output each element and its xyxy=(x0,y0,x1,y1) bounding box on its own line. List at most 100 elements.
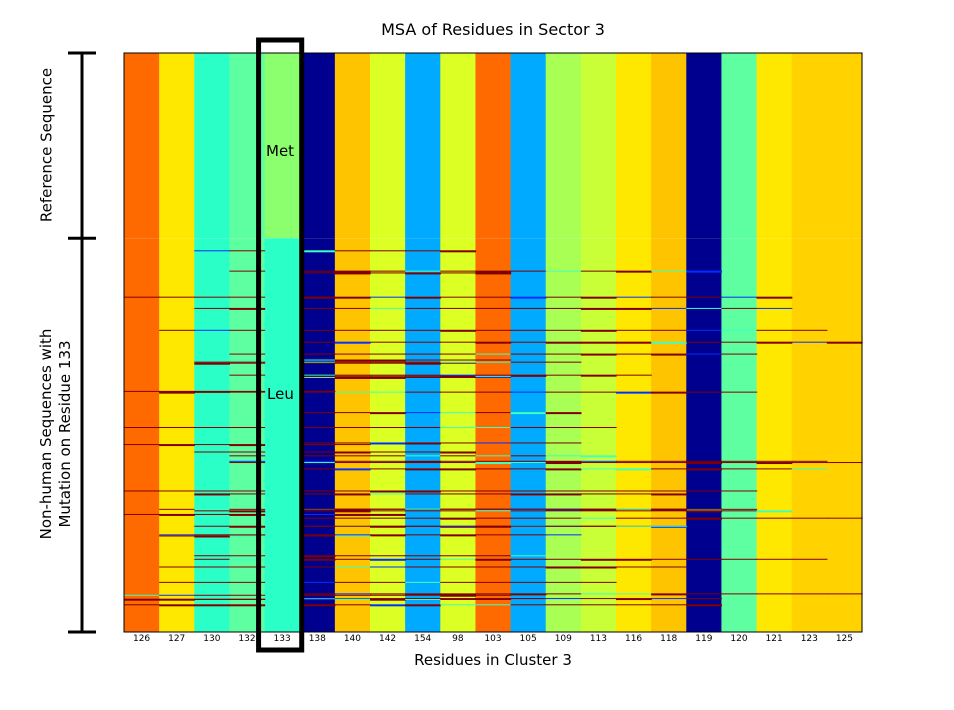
mutation-streak xyxy=(475,517,512,519)
mutation-streak xyxy=(229,555,266,557)
mutation-streak xyxy=(475,341,512,344)
mutation-streak xyxy=(686,490,723,492)
mutation-streak xyxy=(299,250,336,253)
mutation-streak xyxy=(510,361,547,363)
mutation-streak xyxy=(405,391,441,393)
mutation-streak xyxy=(194,296,231,298)
mutation-streak xyxy=(686,604,723,607)
mutation-streak xyxy=(334,535,371,537)
mutation-streak xyxy=(124,513,160,515)
mutation-streak xyxy=(475,525,512,528)
mutation-streak xyxy=(405,341,441,343)
mutation-streak xyxy=(370,508,406,510)
mutation-streak xyxy=(440,594,477,597)
mutation-streak xyxy=(370,513,406,516)
mutation-streak xyxy=(194,566,231,568)
mutation-streak xyxy=(580,593,617,595)
mutation-streak xyxy=(475,555,512,557)
x-tick-142: 142 xyxy=(379,634,396,644)
mutation-streak xyxy=(580,510,617,512)
mutation-streak xyxy=(370,296,406,298)
mutation-streak xyxy=(580,455,617,458)
mutation-streak xyxy=(616,341,652,344)
mutation-streak xyxy=(405,555,441,557)
mutation-streak xyxy=(370,598,406,600)
mutation-streak xyxy=(510,508,547,510)
y-group-label-reference: Reference Sequence xyxy=(37,67,56,223)
mutation-streak xyxy=(545,468,582,471)
mutation-streak xyxy=(686,462,723,465)
mutation-streak xyxy=(194,535,231,538)
mutation-streak xyxy=(334,361,371,363)
mutation-streak xyxy=(334,307,371,309)
cell-nonhuman-142 xyxy=(370,238,406,632)
mutation-streak xyxy=(229,391,266,393)
mutation-streak xyxy=(440,427,477,429)
mutation-streak xyxy=(475,604,512,606)
cell-nonhuman-127 xyxy=(159,238,195,632)
mutation-streak xyxy=(370,462,406,464)
mutation-streak xyxy=(229,361,266,363)
mutation-streak xyxy=(580,341,617,344)
mutation-streak xyxy=(440,272,477,274)
mutation-streak xyxy=(440,604,477,606)
mutation-streak xyxy=(194,250,231,252)
mutation-streak xyxy=(405,296,441,299)
mutation-streak xyxy=(475,510,512,512)
mutation-streak xyxy=(299,525,336,527)
mutation-streak xyxy=(510,442,547,444)
mutation-streak xyxy=(299,534,336,536)
cell-nonhuman-133 xyxy=(264,238,301,632)
mutation-streak xyxy=(651,598,687,600)
mutation-streak xyxy=(475,534,512,536)
mutation-streak xyxy=(545,329,582,331)
mutation-streak xyxy=(651,593,687,596)
mutation-streak xyxy=(194,508,231,510)
mutation-streak xyxy=(545,391,582,393)
mutation-streak xyxy=(405,604,441,607)
mutation-streak xyxy=(616,493,652,495)
mutation-streak xyxy=(370,468,406,470)
mutation-streak xyxy=(194,555,231,557)
cell-nonhuman-120 xyxy=(721,238,758,632)
mutation-streak xyxy=(194,307,231,309)
mutation-streak xyxy=(194,493,231,496)
mutation-streak xyxy=(405,307,441,309)
x-tick-138: 138 xyxy=(309,634,326,644)
mutation-streak xyxy=(405,558,441,560)
mutation-streak xyxy=(299,296,336,299)
mutation-streak xyxy=(405,427,441,429)
mutation-streak xyxy=(229,594,266,596)
mutation-streak xyxy=(194,534,231,536)
mutation-streak xyxy=(194,604,231,607)
mutation-streak xyxy=(299,508,336,510)
mutation-streak xyxy=(299,374,336,376)
mutation-streak xyxy=(299,455,336,457)
mutation-streak xyxy=(580,460,617,462)
cell-reference-127 xyxy=(159,53,195,239)
mutation-streak xyxy=(405,329,441,331)
mutation-streak xyxy=(194,390,231,393)
mutation-streak xyxy=(510,329,547,331)
mutation-streak xyxy=(686,517,723,520)
mutation-streak xyxy=(405,468,441,471)
mutation-streak xyxy=(334,513,371,516)
mutation-streak xyxy=(299,460,336,462)
mutation-streak xyxy=(370,460,406,462)
mutation-streak xyxy=(334,341,371,344)
mutation-streak xyxy=(756,307,793,309)
mutation-streak xyxy=(651,296,687,298)
mutation-streak xyxy=(686,270,723,273)
mutation-streak xyxy=(616,270,652,273)
mutation-streak xyxy=(791,468,828,470)
mutation-streak xyxy=(510,517,547,519)
mutation-streak xyxy=(510,270,547,272)
cell-nonhuman-154 xyxy=(405,238,441,632)
mutation-streak xyxy=(580,462,617,464)
x-tick-132: 132 xyxy=(238,634,255,644)
mutation-streak xyxy=(299,329,336,331)
mutation-streak xyxy=(299,390,336,392)
mutation-streak xyxy=(124,598,160,601)
mutation-streak xyxy=(370,375,406,377)
mutation-streak xyxy=(299,451,336,453)
